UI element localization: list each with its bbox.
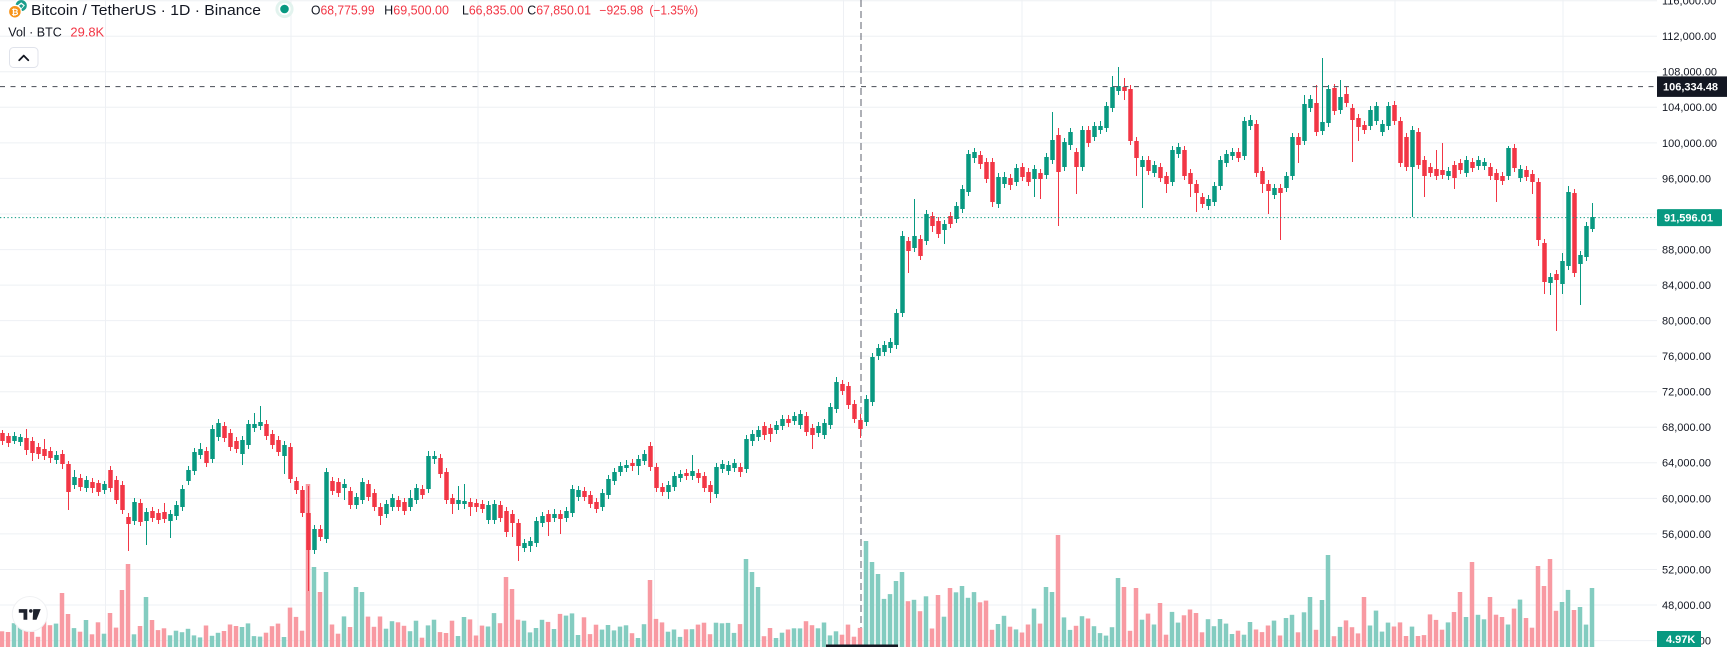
svg-text:4.97K: 4.97K [1666, 634, 1695, 646]
svg-text:48,000.00: 48,000.00 [1662, 600, 1711, 612]
svg-text:60,000.00: 60,000.00 [1662, 493, 1711, 505]
svg-text:64,000.00: 64,000.00 [1662, 458, 1711, 470]
svg-text:91,596.01: 91,596.01 [1664, 213, 1713, 225]
svg-text:29.8K: 29.8K [70, 26, 104, 40]
svg-text:116,000.00: 116,000.00 [1662, 0, 1716, 8]
svg-text:76,000.00: 76,000.00 [1662, 351, 1711, 363]
svg-text:₿: ₿ [12, 7, 19, 17]
svg-text:84,000.00: 84,000.00 [1662, 280, 1711, 292]
svg-text:L66,835.00: L66,835.00 [462, 4, 524, 18]
svg-text:56,000.00: 56,000.00 [1662, 529, 1711, 541]
svg-text:H69,500.00: H69,500.00 [384, 4, 449, 18]
svg-text:72,000.00: 72,000.00 [1662, 387, 1711, 399]
svg-text:88,000.00: 88,000.00 [1662, 245, 1711, 257]
svg-text:104,000.00: 104,000.00 [1662, 102, 1717, 114]
svg-text:96,000.00: 96,000.00 [1662, 173, 1711, 185]
svg-text:112,000.00: 112,000.00 [1662, 31, 1716, 43]
svg-text:C67,850.01: C67,850.01 [527, 4, 591, 18]
svg-text:106,334.48: 106,334.48 [1663, 82, 1718, 94]
svg-text:O68,775.99: O68,775.99 [311, 4, 375, 18]
svg-text:Bitcoin / TetherUS · 1D · Bina: Bitcoin / TetherUS · 1D · Binance [31, 2, 261, 19]
svg-text:100,000.00: 100,000.00 [1662, 138, 1717, 150]
svg-text:52,000.00: 52,000.00 [1662, 564, 1711, 576]
svg-text:80,000.00: 80,000.00 [1662, 316, 1711, 328]
svg-text:Vol · BTC: Vol · BTC [8, 26, 62, 40]
svg-text:−925.98: −925.98 [599, 4, 643, 18]
svg-text:68,000.00: 68,000.00 [1662, 422, 1711, 434]
svg-text:(−1.35%): (−1.35%) [649, 4, 698, 18]
svg-text:108,000.00: 108,000.00 [1662, 67, 1717, 79]
